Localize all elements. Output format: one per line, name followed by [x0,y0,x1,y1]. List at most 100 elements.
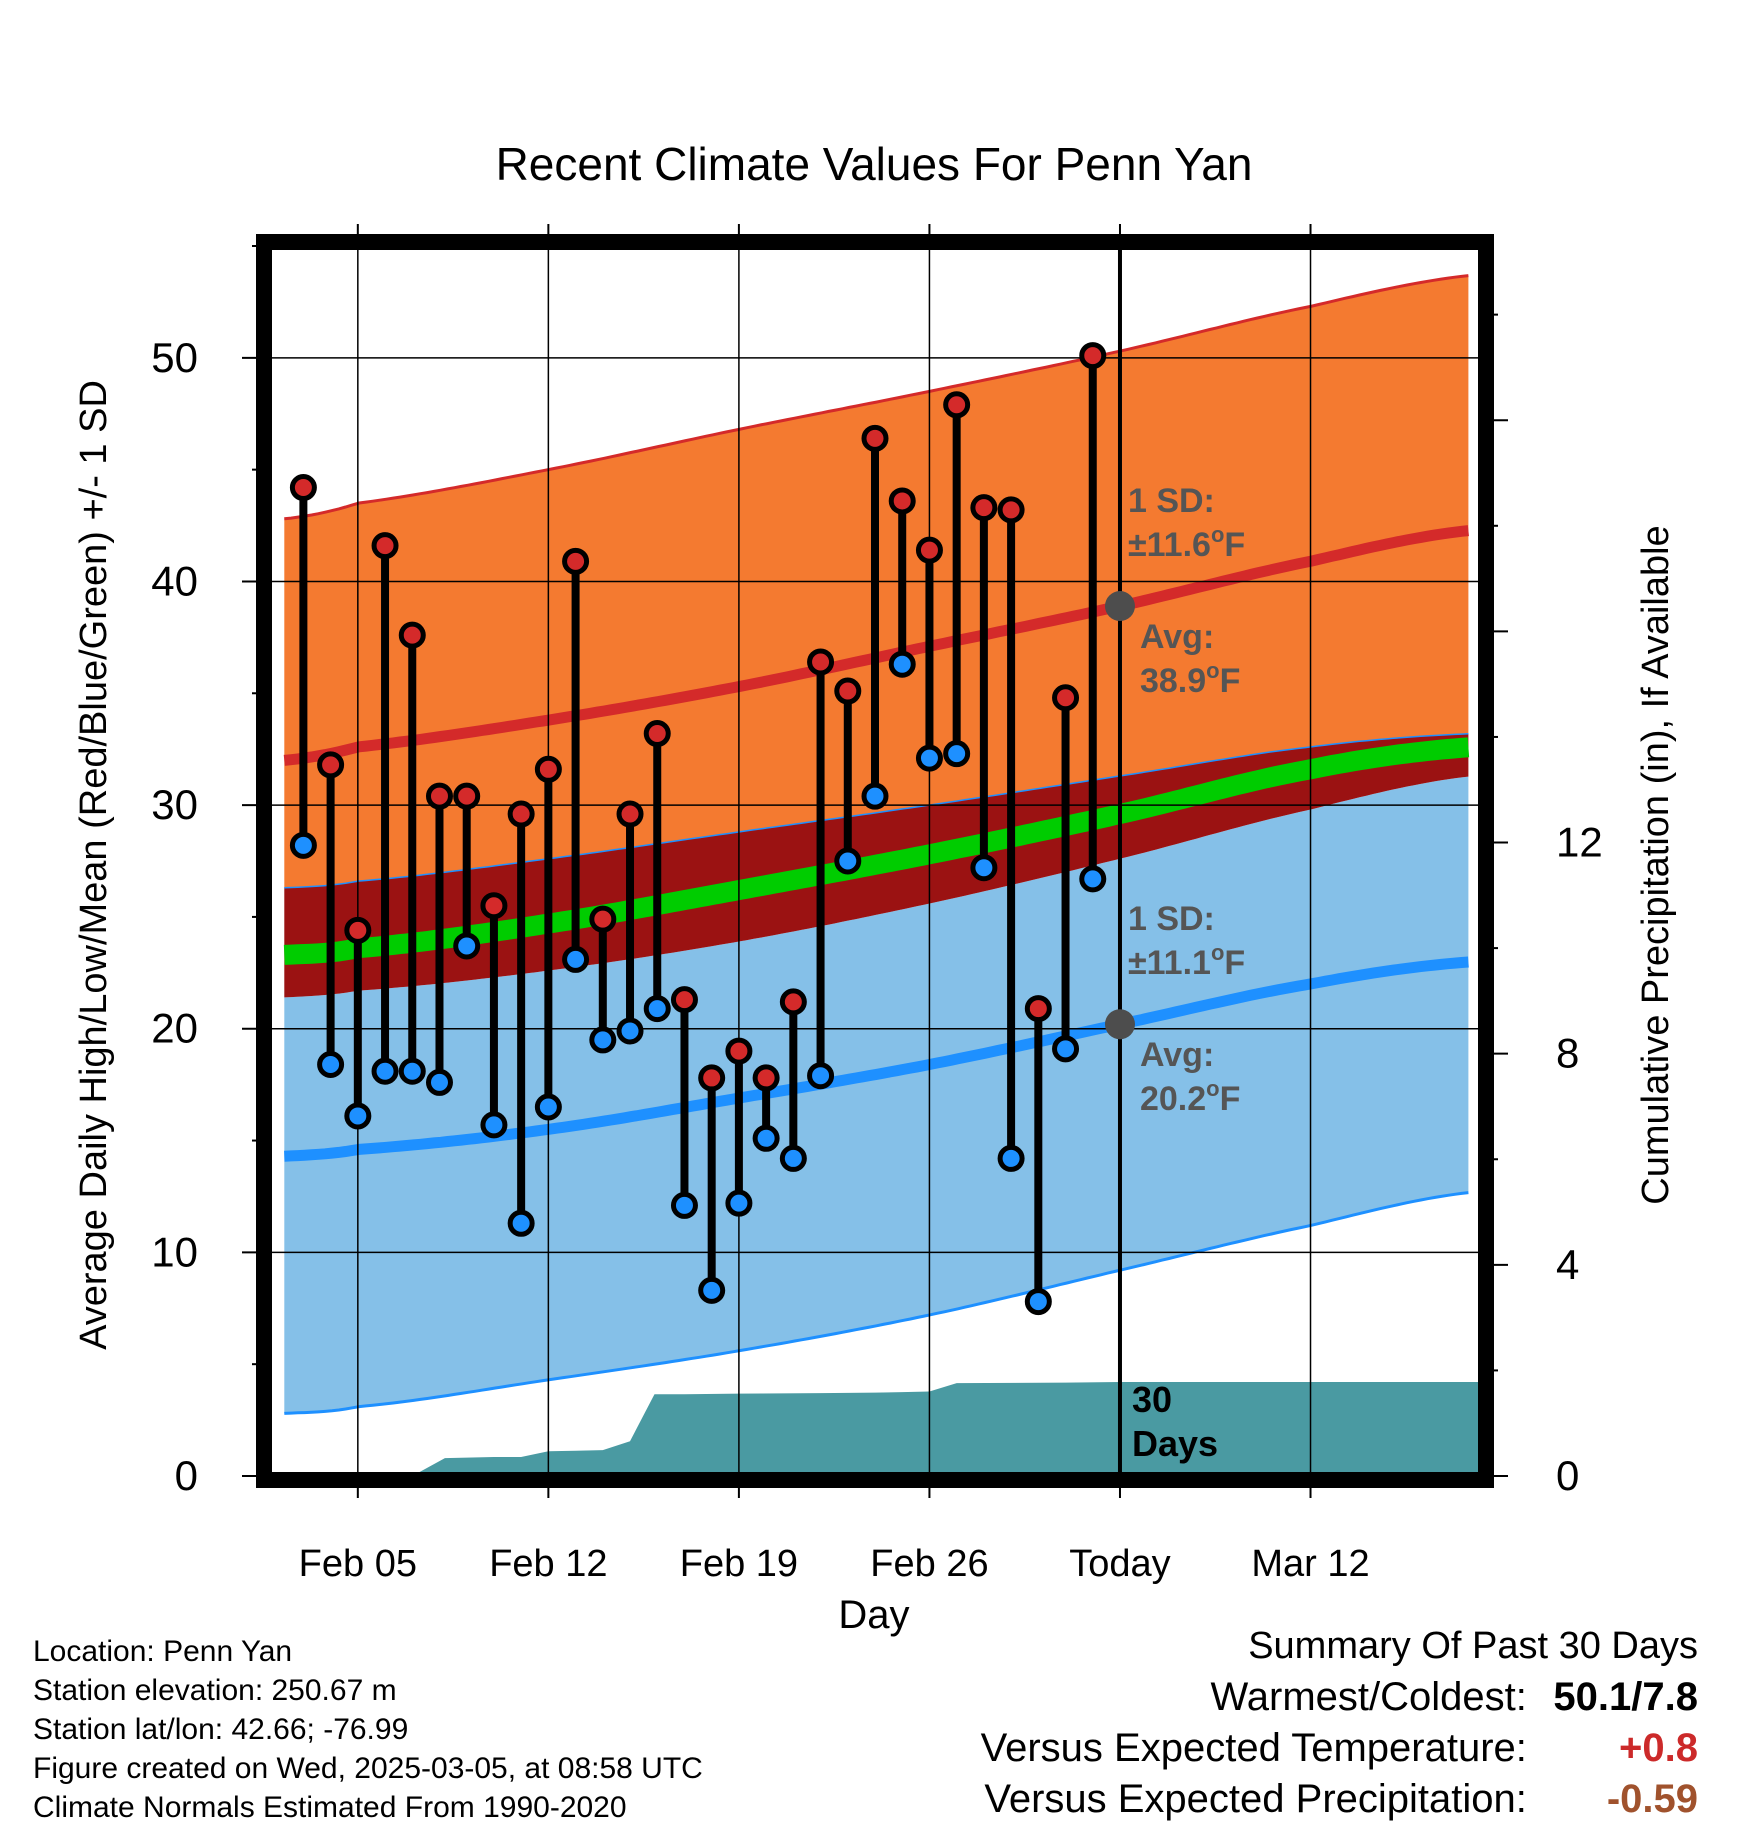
latlon-text: Station lat/lon: 42.66; -76.99 [33,1713,409,1746]
observed-low-point [970,854,998,882]
observed-low-point [507,1209,535,1237]
observed-high-point [698,1064,726,1092]
high-sd-value: ±11.6oF [1128,522,1245,564]
precip-label: Versus Expected Precipitation: [984,1777,1527,1821]
observed-low-point [616,1017,644,1045]
observed-high-point [970,494,998,522]
low-sd-lower-line [284,1191,1469,1415]
high-avg-label: Avg: [1140,618,1214,656]
observed-high-point [1079,342,1107,370]
observed-high-point [616,800,644,828]
observed-low-point [344,1102,372,1130]
low-avg-value: 20.2oF [1140,1076,1240,1118]
observed-low-point [1024,1288,1052,1316]
y-tick-label: 10 [151,1228,198,1275]
observed-low-point [725,1189,753,1217]
observed-low-point [562,945,590,973]
observed-high-point [480,892,508,920]
observed-low-point [915,744,943,772]
observed-high-point [834,677,862,705]
observed-low-point [861,782,889,810]
observed-high-point [807,648,835,676]
observed-high-point [289,474,317,502]
observed-high-point [507,800,535,828]
y2-tick-label: 12 [1556,819,1603,866]
observed-low-point [534,1093,562,1121]
created-text: Figure created on Wed, 2025-03-05, at 08… [33,1752,703,1785]
observed-low-point [1052,1035,1080,1063]
high-sd-lower-line [284,733,1469,889]
observed-low-point [1079,865,1107,893]
observed-low-point [643,995,671,1023]
warmest-value: 50.1/7.8 [1553,1675,1698,1719]
normal-low-line [284,956,1469,1162]
chart-title: Recent Climate Values For Penn Yan [496,138,1253,190]
observed-low-point [752,1124,780,1152]
observed-high-point [861,424,889,452]
elevation-text: Station elevation: 250.67 m [33,1674,397,1707]
observed-high-point [888,487,916,515]
y2-axis-label: Cumulative Precipitation (in), If Availa… [1635,525,1677,1204]
y-tick-label: 30 [151,781,198,828]
high-sd-upper-line [284,274,1469,521]
observed-low-point [888,650,916,678]
y2-tick-label: 8 [1556,1030,1579,1077]
observed-high-point [997,496,1025,524]
observed-low-point [398,1057,426,1085]
low-sd-label: 1 SD: [1128,900,1215,938]
observed-low-point [834,847,862,875]
x-axis-label: Day [838,1593,909,1637]
observed-low-point [943,740,971,768]
summary-warmest-row: Warmest/Coldest: 50.1/7.8 [981,1672,1699,1723]
observed-high-point [425,782,453,810]
high-avg-value: 38.9oF [1140,658,1240,700]
summary-panel: Summary Of Past 30 Days Warmest/Coldest:… [981,1620,1698,1825]
observed-low-point [807,1062,835,1090]
observed-high-point [562,547,590,575]
observed-low-point [289,831,317,859]
observed-low-point [589,1026,617,1054]
observed-high-point [915,536,943,564]
summary-precip-row: Versus Expected Precipitation: -0.59 [981,1774,1698,1825]
observed-high-point [943,391,971,419]
y-tick-label: 50 [151,334,198,381]
temp-value: +0.8 [1619,1726,1698,1770]
observed-high-point [1024,995,1052,1023]
observed-high-point [317,751,345,779]
y-tick-label: 0 [175,1452,198,1499]
y2-tick-label: 4 [1556,1241,1579,1288]
x-tick-label: Feb 19 [680,1543,798,1585]
precip-area [268,1382,1482,1476]
observed-low-point [317,1051,345,1079]
observed-high-point [725,1037,753,1065]
observed-low-point [371,1057,399,1085]
y-axis-label: Average Daily High/Low/Mean (Red/Blue/Gr… [73,380,115,1350]
observed-high-point [779,988,807,1016]
location-text: Location: Penn Yan [33,1635,293,1668]
low-avg-label: Avg: [1140,1036,1214,1074]
low-sd-band [284,776,1469,1414]
x-tick-label: Feb 12 [489,1543,607,1585]
x-tick-label: Today [1069,1543,1170,1585]
x-tick-label: Feb 26 [870,1543,988,1585]
observed-low-point [480,1111,508,1139]
observed-high-point [534,755,562,783]
plot-frame [256,234,1494,1488]
window-label-unit: Days [1132,1423,1218,1464]
observed-high-point [398,621,426,649]
precip-value: -0.59 [1606,1777,1698,1821]
observed-low-point [997,1144,1025,1172]
observed-high-point [643,720,671,748]
x-tick-label: Feb 05 [299,1543,417,1585]
observed-low-point [425,1068,453,1096]
warmest-label: Warmest/Coldest: [1210,1675,1527,1719]
observed-high-point [344,916,372,944]
observed-low-point [453,932,481,960]
y-tick-label: 40 [151,557,198,604]
y2-tick-label: 0 [1556,1452,1579,1499]
summary-title: Summary Of Past 30 Days [1248,1625,1698,1667]
low-sd-value: ±11.1oF [1128,940,1245,982]
window-label-number: 30 [1132,1379,1172,1420]
normals-text: Climate Normals Estimated From 1990-2020 [33,1791,627,1824]
